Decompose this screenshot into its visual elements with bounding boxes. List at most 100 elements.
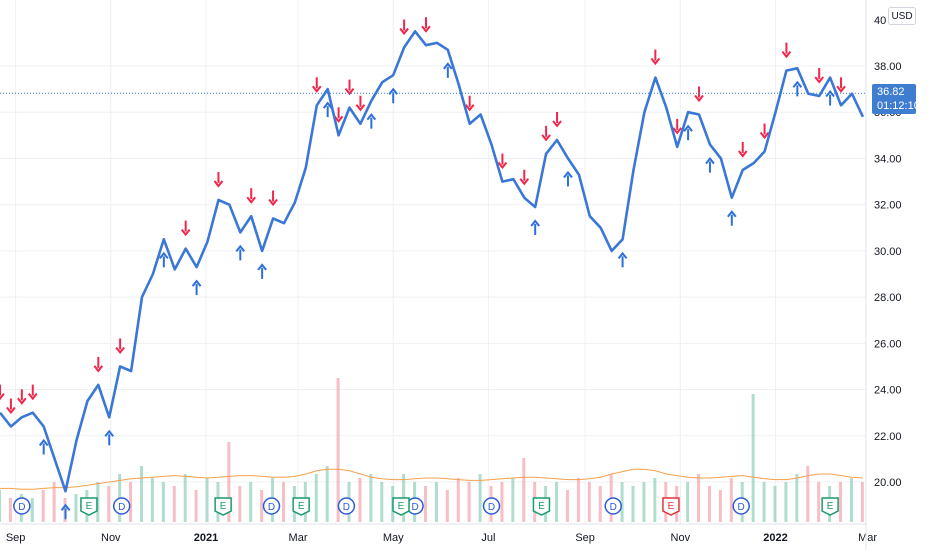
volume-bar <box>718 490 722 522</box>
buy-arrow-head <box>104 429 115 437</box>
x-tick-label: Nov <box>101 532 121 544</box>
volume-bar <box>576 478 580 522</box>
volume-ma-line <box>0 468 863 490</box>
buy-arrow <box>60 503 71 520</box>
earnings-label: E <box>298 501 305 512</box>
sell-arrow-head <box>213 180 224 188</box>
sell-arrow <box>519 169 530 186</box>
buy-arrow <box>563 170 573 187</box>
sell-arrow-head <box>552 120 562 128</box>
volume-bars <box>0 378 864 522</box>
volume-bar <box>249 482 253 522</box>
price-line <box>0 29 865 493</box>
earnings-label: E <box>398 501 405 512</box>
earnings-marker[interactable]: E <box>392 497 410 516</box>
buy-arrow-head <box>683 124 693 132</box>
volume-bar <box>642 482 646 522</box>
earnings-marker[interactable]: E <box>292 497 310 516</box>
volume-bar <box>183 474 187 522</box>
dividend-marker[interactable]: D <box>112 497 131 515</box>
buy-arrow <box>104 429 115 446</box>
dividend-marker[interactable]: D <box>482 497 501 515</box>
dividend-label: D <box>411 502 418 513</box>
earnings-badge <box>532 497 551 516</box>
dividend-circle <box>732 497 750 515</box>
sell-arrow <box>268 190 278 207</box>
earnings-marker[interactable]: E <box>821 497 839 516</box>
dividend-marker[interactable]: D <box>13 497 31 515</box>
buy-arrow-head <box>825 89 835 98</box>
volume-bar <box>369 474 373 522</box>
buy-arrow-head <box>60 503 71 511</box>
x-tick-label: Mar <box>858 532 877 544</box>
buy-arrow-head <box>443 62 453 70</box>
sell-arrow-head <box>672 127 682 135</box>
volume-bar <box>565 490 569 522</box>
sell-arrow-head <box>311 85 322 93</box>
event-markers[interactable]: D D D D D D D DE E E E E E E <box>13 497 839 516</box>
buy-arrow-head <box>617 251 628 259</box>
y-tick-label: 20.00 <box>874 477 902 489</box>
dividend-label: D <box>118 502 125 513</box>
volume-bar <box>8 498 12 522</box>
volume-bar <box>194 490 198 522</box>
volume-bar <box>522 458 526 522</box>
dividend-marker[interactable]: D <box>732 497 750 515</box>
dividend-label: D <box>488 502 495 513</box>
dividend-marker[interactable]: D <box>337 497 356 515</box>
buy-arrow <box>235 244 246 261</box>
buy-arrow-head <box>530 219 540 227</box>
sell-arrow <box>814 68 824 84</box>
dividend-marker[interactable]: D <box>262 497 281 515</box>
volume-bar <box>423 486 427 522</box>
volume-bar <box>260 490 264 522</box>
sell-arrow <box>27 384 38 401</box>
earnings-marker[interactable]: E <box>80 497 98 516</box>
volume-bar <box>511 478 515 522</box>
price-series <box>0 29 866 493</box>
currency-badge[interactable]: USD <box>888 7 916 25</box>
dividend-circle <box>604 497 622 515</box>
bar-countdown: 01:12:10 <box>877 100 920 112</box>
dividend-circle <box>482 497 501 515</box>
sell-arrow-head <box>17 397 27 405</box>
sell-arrow <box>650 49 661 66</box>
volume-bar <box>773 486 777 522</box>
volume-bar <box>172 486 176 522</box>
buy-arrow <box>617 251 628 268</box>
buy-arrow <box>825 89 835 106</box>
sell-arrow <box>552 111 562 128</box>
sell-arrow <box>759 123 770 140</box>
last-price-value: 36.82 <box>877 86 905 98</box>
buy-arrow <box>38 438 49 455</box>
sell-arrow <box>781 42 792 59</box>
volume-bar <box>380 482 384 522</box>
buy-arrow <box>727 210 737 226</box>
y-tick-label: 26.00 <box>874 338 902 350</box>
dividend-label: D <box>18 502 25 513</box>
buy-arrow-head <box>563 170 573 179</box>
buy-arrow-head <box>705 156 715 165</box>
earnings-marker[interactable]: E <box>532 497 551 516</box>
earnings-marker[interactable]: E <box>662 497 680 516</box>
buy-arrow <box>388 87 398 104</box>
x-tick-label: Nov <box>671 532 691 544</box>
sell-arrow <box>6 398 16 415</box>
y-tick-label: 40 <box>874 15 886 27</box>
sell-arrow <box>355 95 366 112</box>
volume-bar <box>697 474 701 522</box>
earnings-label: E <box>86 501 93 512</box>
volume-bar <box>161 482 165 522</box>
dividend-label: D <box>738 502 745 513</box>
earnings-marker[interactable]: E <box>214 497 232 516</box>
volume-bar <box>96 482 100 522</box>
sell-arrow <box>246 188 256 204</box>
axes: 20.00 22.00 24.00 26.00 28.00 30.00 32.00 34.00… <box>0 0 902 550</box>
sell-arrow <box>333 107 344 123</box>
buy-arrow <box>257 263 267 279</box>
sell-arrow <box>672 118 682 135</box>
dividend-marker[interactable]: D <box>604 497 622 515</box>
earnings-label: E <box>668 501 675 512</box>
